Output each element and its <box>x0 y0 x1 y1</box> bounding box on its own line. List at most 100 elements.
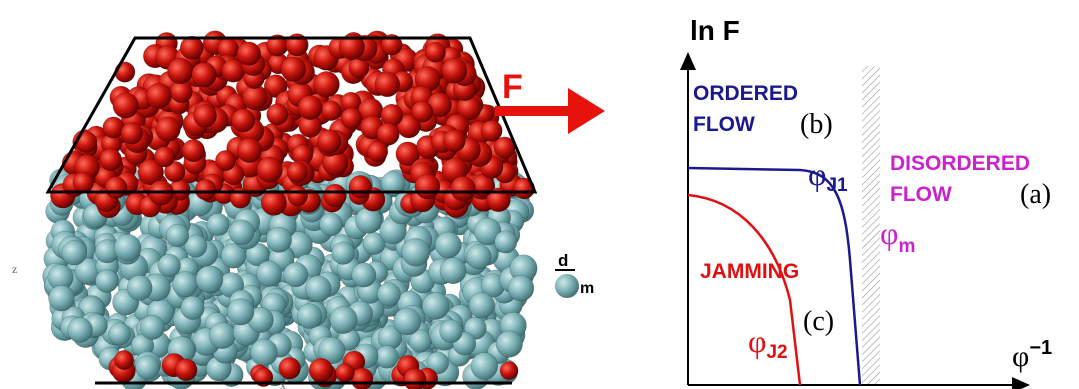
jamming-label: JAMMING <box>700 260 799 283</box>
sphere <box>182 139 204 161</box>
sphere <box>115 62 135 82</box>
arrow-shaft <box>495 106 570 116</box>
sphere <box>471 353 498 380</box>
sphere <box>192 62 217 87</box>
sphere <box>281 57 306 82</box>
x-axis-label: φ−1 <box>1012 337 1052 373</box>
sphere <box>481 120 502 141</box>
sphere <box>330 306 357 333</box>
sphere <box>402 238 430 266</box>
sphere <box>376 346 399 369</box>
phi-subscript: m <box>898 236 915 257</box>
sphere <box>100 149 122 171</box>
sphere <box>121 123 143 145</box>
sphere <box>127 275 152 300</box>
sphere <box>194 104 217 127</box>
ordered-tag: (b) <box>800 109 833 140</box>
jamming-tag: (c) <box>803 306 834 337</box>
sphere <box>73 172 94 193</box>
sphere <box>136 355 160 379</box>
phi-j1-label: φJ1 <box>808 156 848 196</box>
ordered-label-2: FLOW <box>693 113 755 136</box>
sphere <box>298 95 322 119</box>
sphere <box>324 184 347 207</box>
particle-packing <box>43 31 538 389</box>
sphere <box>257 157 283 183</box>
sphere <box>146 83 171 108</box>
sphere <box>267 104 289 126</box>
sphere <box>155 117 180 142</box>
sphere <box>158 254 181 277</box>
sphere <box>425 42 445 62</box>
mass-label: m <box>580 280 594 297</box>
sphere <box>435 232 461 258</box>
sphere <box>375 72 400 97</box>
sphere <box>256 261 282 287</box>
sphere <box>500 362 518 380</box>
sphere <box>442 58 467 83</box>
sphere <box>394 308 421 335</box>
sphere <box>288 186 308 206</box>
sphere <box>404 368 427 389</box>
ordered-label-1: ORDERED <box>693 82 798 105</box>
sphere <box>495 231 517 253</box>
sphere <box>367 141 388 162</box>
sphere <box>173 272 198 297</box>
sphere <box>443 130 465 152</box>
sphere <box>283 262 307 286</box>
sphere <box>412 101 433 122</box>
sphere <box>352 263 376 287</box>
sphere <box>305 276 331 302</box>
sphere <box>381 104 403 126</box>
sphere <box>140 315 164 339</box>
phi-j2-label: φJ2 <box>748 323 788 363</box>
sphere <box>287 162 308 183</box>
sphere <box>439 320 462 343</box>
phi-symbol: φ <box>748 323 766 359</box>
sphere <box>215 150 235 170</box>
sphere <box>227 298 254 325</box>
sphere <box>67 317 92 342</box>
sphere <box>279 357 301 379</box>
sphere <box>232 109 255 132</box>
force-label: F <box>502 68 523 106</box>
disordered-label-2: FLOW <box>890 183 952 206</box>
sphere <box>49 285 75 311</box>
sphere <box>349 175 372 198</box>
x-symbol: φ <box>1012 340 1029 373</box>
sphere <box>154 147 174 167</box>
sphere <box>314 71 340 97</box>
sphere <box>237 42 261 66</box>
phi-symbol: φ <box>880 215 898 251</box>
sphere <box>166 224 189 247</box>
legend-sphere <box>555 274 579 298</box>
phi-subscript: J1 <box>826 175 848 196</box>
sphere <box>114 234 141 261</box>
phi-m-label: φm <box>880 215 915 257</box>
sphere <box>355 207 381 233</box>
sphere <box>195 179 216 200</box>
sphere <box>251 339 278 366</box>
sphere <box>209 322 235 348</box>
sphere <box>415 174 440 199</box>
sphere <box>207 213 229 235</box>
sphere <box>377 283 400 306</box>
sphere <box>95 270 118 293</box>
diameter-label: d <box>558 251 568 270</box>
sphere <box>332 242 355 265</box>
sphere <box>108 323 130 345</box>
sphere <box>181 296 205 320</box>
sphere <box>266 227 291 252</box>
y-axis-label: ln F <box>690 15 740 46</box>
phase-diagram: ln F φ−1 ORDERED FLOW (b) DISORDERED FLO… <box>688 15 1052 385</box>
sphere <box>341 108 362 129</box>
sphere <box>261 190 287 216</box>
phi-subscript: J2 <box>766 342 787 363</box>
sphere <box>422 293 449 320</box>
sphere <box>336 363 355 382</box>
sphere <box>467 244 492 269</box>
sphere <box>309 358 333 382</box>
x-axis-label: x <box>280 378 286 389</box>
sphere <box>229 220 254 245</box>
sphere <box>175 359 197 381</box>
